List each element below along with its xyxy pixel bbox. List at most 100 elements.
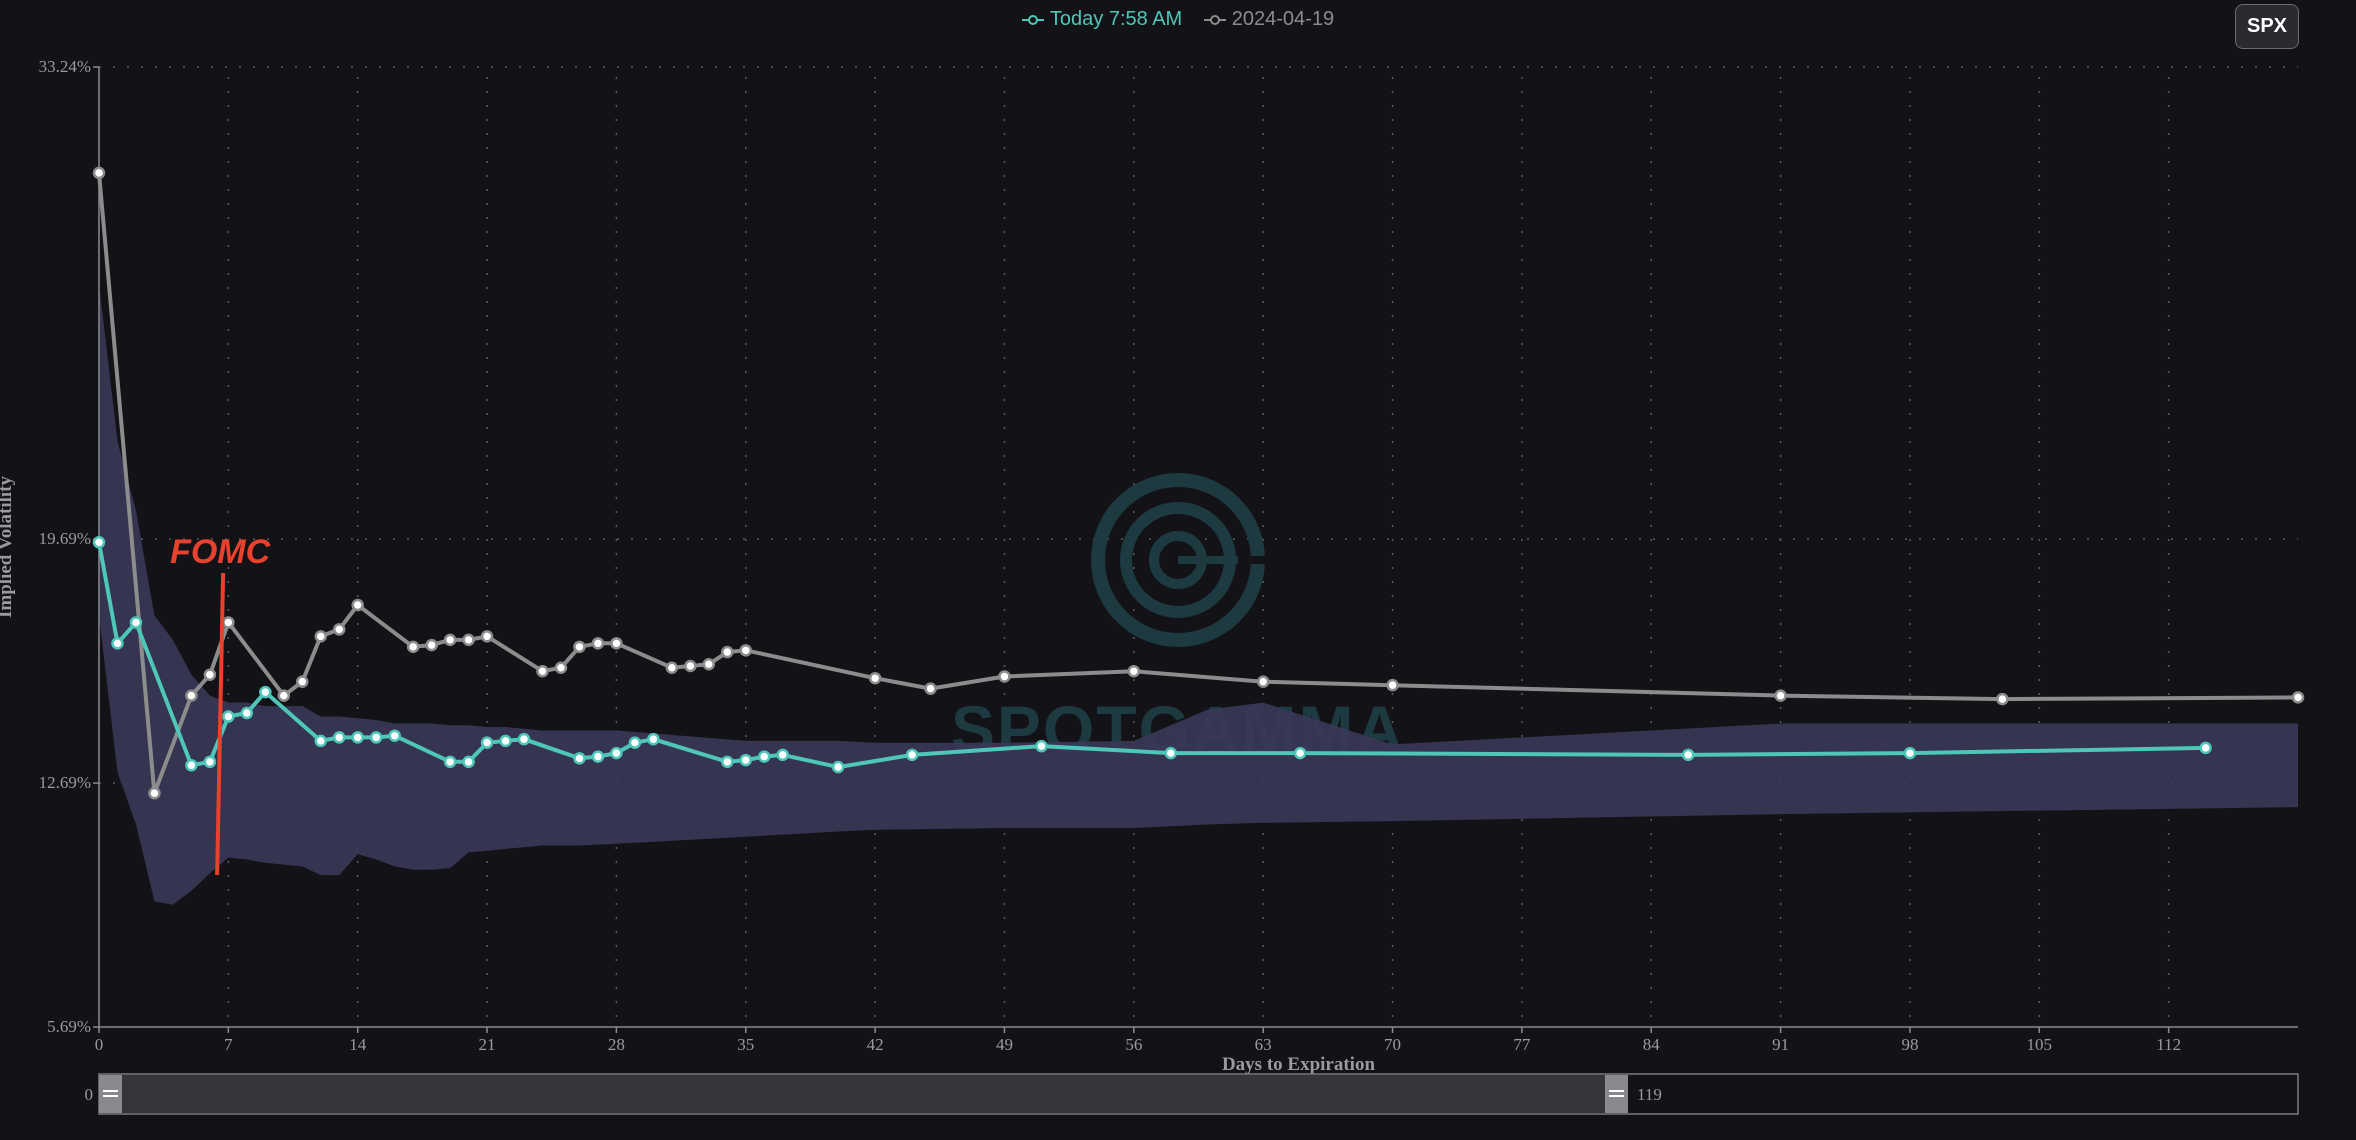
slider-handle-left[interactable] <box>99 1075 122 1113</box>
data-point[interactable] <box>924 682 937 695</box>
data-point[interactable] <box>573 752 586 765</box>
data-point[interactable] <box>369 731 383 744</box>
data-point[interactable] <box>776 748 789 762</box>
data-point[interactable] <box>554 661 568 674</box>
data-point[interactable] <box>443 633 457 647</box>
data-point[interactable] <box>757 750 771 763</box>
data-point[interactable] <box>203 668 217 681</box>
range-slider: 0 119 <box>85 1073 2299 1115</box>
data-point[interactable] <box>684 659 697 673</box>
x-tick-label: 7 <box>224 1035 233 1054</box>
data-point[interactable] <box>129 616 143 629</box>
legend-item-today[interactable]: Today 7:58 AM <box>1021 8 1182 31</box>
data-point[interactable] <box>1386 678 1399 692</box>
data-point[interactable] <box>1903 746 1917 760</box>
x-tick-label: 56 <box>1125 1035 1142 1054</box>
data-point[interactable] <box>351 598 364 612</box>
x-tick-label: 70 <box>1384 1035 1401 1054</box>
slider-handle-right[interactable] <box>1605 1075 1628 1113</box>
data-point[interactable] <box>259 685 272 699</box>
data-point[interactable] <box>277 689 291 702</box>
data-point[interactable] <box>351 731 364 744</box>
data-point[interactable] <box>536 664 549 678</box>
legend-item-prior[interactable]: 2024-04-19 <box>1203 8 1335 31</box>
legend-label-prior: 2024-04-19 <box>1231 8 1335 30</box>
data-point[interactable] <box>831 760 845 774</box>
chart-legend: Today 7:58 AM 2024-04-19 <box>0 8 2356 32</box>
data-point[interactable] <box>92 536 106 549</box>
data-point[interactable] <box>388 729 401 742</box>
data-point[interactable] <box>2199 741 2212 755</box>
data-point[interactable] <box>222 616 235 629</box>
x-tick-label: 28 <box>608 1035 625 1054</box>
expected-range-band <box>99 284 2298 905</box>
data-point[interactable] <box>610 746 623 760</box>
data-point[interactable] <box>425 638 438 652</box>
slider-selected-range[interactable] <box>99 1075 1607 1113</box>
data-point[interactable] <box>591 750 605 763</box>
data-point[interactable] <box>628 736 642 749</box>
x-tick-label: 77 <box>1513 1035 1531 1054</box>
series-lines <box>92 166 2305 800</box>
legend-line-marker-icon <box>1203 14 1226 25</box>
x-tick-label: 42 <box>867 1035 884 1054</box>
data-point[interactable] <box>480 736 494 749</box>
data-point[interactable] <box>721 645 734 659</box>
data-point[interactable] <box>462 633 475 647</box>
data-point[interactable] <box>443 755 457 769</box>
data-point[interactable] <box>240 706 254 720</box>
data-point[interactable] <box>2291 691 2305 704</box>
data-point[interactable] <box>1774 689 1787 702</box>
data-point[interactable] <box>406 640 420 654</box>
data-point[interactable] <box>332 623 346 636</box>
data-point[interactable] <box>296 675 309 688</box>
y-tick-label: 19.69% <box>39 529 91 548</box>
y-tick-label: 5.69% <box>47 1017 91 1036</box>
data-point[interactable] <box>1035 739 1048 753</box>
series-prior <box>92 166 2305 800</box>
data-point[interactable] <box>868 671 882 685</box>
data-point[interactable] <box>1681 748 1695 762</box>
data-point[interactable] <box>92 166 106 180</box>
data-point[interactable] <box>739 644 753 657</box>
data-point[interactable] <box>1256 675 1270 688</box>
fomc-label: FOMC <box>170 533 271 571</box>
y-tick-label: 33.24% <box>39 57 91 76</box>
data-point[interactable] <box>905 748 919 762</box>
data-point[interactable] <box>314 630 327 643</box>
data-point[interactable] <box>998 670 1011 683</box>
data-point[interactable] <box>111 637 124 650</box>
data-point[interactable] <box>480 630 494 643</box>
fomc-marker-line <box>215 572 226 876</box>
data-point[interactable] <box>148 786 161 800</box>
symbol-button[interactable]: SPX <box>2235 4 2299 49</box>
data-point[interactable] <box>573 640 586 654</box>
data-point[interactable] <box>591 637 605 650</box>
x-tick-label: 49 <box>996 1035 1013 1054</box>
data-point[interactable] <box>610 637 623 650</box>
data-point[interactable] <box>665 661 679 674</box>
x-tick-label: 35 <box>737 1035 754 1054</box>
data-point[interactable] <box>721 755 734 769</box>
x-tick-label: 0 <box>95 1035 104 1054</box>
x-tick-label: 105 <box>2027 1035 2053 1054</box>
data-point[interactable] <box>203 755 217 769</box>
data-point[interactable] <box>1164 746 1178 760</box>
data-point[interactable] <box>462 755 475 769</box>
data-point[interactable] <box>185 759 198 772</box>
data-point[interactable] <box>702 658 716 671</box>
data-point[interactable] <box>499 734 512 748</box>
data-point[interactable] <box>517 732 531 746</box>
data-point[interactable] <box>739 753 753 767</box>
data-point[interactable] <box>332 731 346 744</box>
slider-max-label: 119 <box>1637 1085 1662 1104</box>
data-point[interactable] <box>185 689 198 702</box>
data-point[interactable] <box>647 732 660 746</box>
spotgamma-logo-icon <box>1091 473 1266 647</box>
data-point[interactable] <box>314 734 327 748</box>
data-point[interactable] <box>1127 664 1141 678</box>
data-point[interactable] <box>1293 746 1307 760</box>
data-point[interactable] <box>222 710 235 723</box>
data-point[interactable] <box>1996 692 2009 706</box>
